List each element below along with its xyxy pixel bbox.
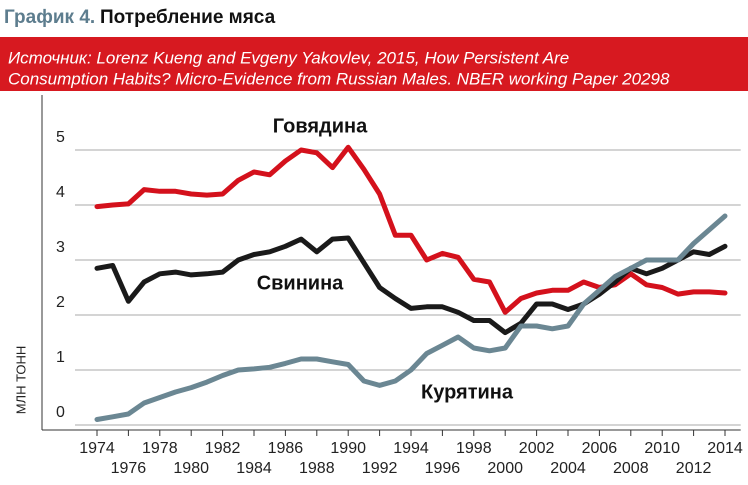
- source-text: Consumption Habits? Micro-Evidence from …: [8, 69, 670, 88]
- source-banner: [0, 37, 748, 91]
- y-tick-label: 4: [56, 184, 65, 201]
- x-tick-label: 1990: [330, 440, 366, 457]
- x-tick-label: 1998: [456, 440, 492, 457]
- y-tick-label: 0: [56, 404, 65, 421]
- chart-title: Потребление мяса: [100, 7, 276, 28]
- x-tick-label: 1996: [425, 460, 461, 477]
- x-tick-label: 1988: [299, 460, 335, 477]
- x-tick-label: 2010: [644, 440, 680, 457]
- x-tick-label: 1978: [142, 440, 178, 457]
- series-line: [94, 144, 728, 315]
- y-tick-label: 2: [56, 294, 65, 311]
- x-tick-label: 2014: [707, 440, 743, 457]
- series-label: Говядина: [273, 115, 368, 137]
- x-tick-label: 1980: [173, 460, 209, 477]
- title-label: График 4.: [4, 7, 95, 28]
- x-tick-label: 1982: [205, 440, 241, 457]
- y-axis-label: МЛН ТОНН: [13, 346, 28, 415]
- series-line: [94, 235, 728, 336]
- x-tick-label: 1974: [79, 440, 115, 457]
- x-tick-label: 2006: [582, 440, 618, 457]
- series-label: Курятина: [421, 381, 514, 403]
- x-tick-label: 2012: [676, 460, 712, 477]
- series-label: Свинина: [257, 272, 344, 294]
- series-line: [94, 213, 728, 422]
- x-tick-label: 1976: [111, 460, 147, 477]
- y-tick-label: 3: [56, 239, 65, 256]
- x-tick-label: 1994: [393, 440, 429, 457]
- x-tick-label: 2002: [519, 440, 555, 457]
- x-tick-label: 1984: [236, 460, 272, 477]
- source-text: Источник: Lorenz Kueng and Evgeny Yakovl…: [8, 48, 569, 67]
- y-tick-label: 1: [56, 349, 65, 366]
- x-tick-label: 2008: [613, 460, 649, 477]
- x-tick-label: 1986: [268, 440, 304, 457]
- x-tick-label: 2004: [550, 460, 586, 477]
- y-tick-label: 5: [56, 129, 65, 146]
- x-tick-label: 1992: [362, 460, 398, 477]
- x-tick-label: 2000: [487, 460, 523, 477]
